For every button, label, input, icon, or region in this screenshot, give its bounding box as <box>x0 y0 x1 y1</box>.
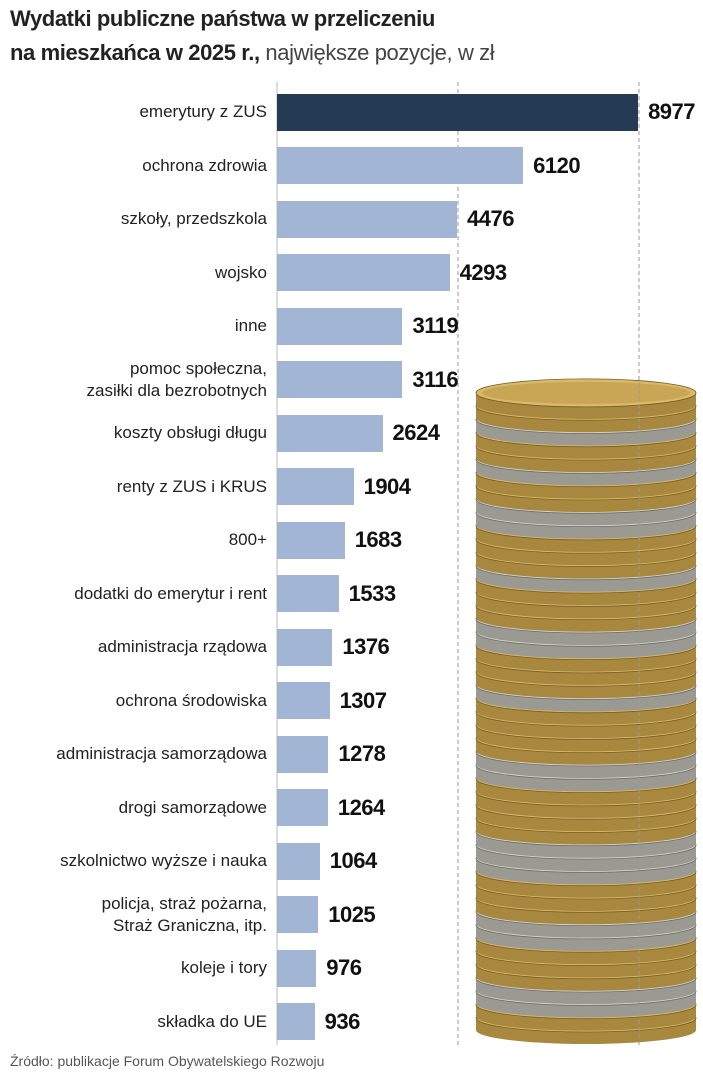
bar <box>277 200 458 238</box>
category-label: szkoły, przedszkola <box>120 209 267 228</box>
value-label: 4293 <box>459 259 507 285</box>
bar <box>277 93 639 131</box>
value-label: 1064 <box>329 848 377 873</box>
category-label: renty z ZUS i KRUS <box>116 476 267 496</box>
bar <box>277 1003 315 1040</box>
chart-subtitle: największe pozycje, w zł <box>265 40 495 65</box>
bar <box>277 949 317 987</box>
bar <box>277 468 354 505</box>
bar <box>277 254 450 291</box>
category-label: administracja rządowa <box>97 637 267 656</box>
chart-title: na mieszkańca w 2025 r., <box>10 40 260 65</box>
value-label: 1307 <box>339 687 387 713</box>
value-label: 1683 <box>354 527 402 552</box>
value-label: 1904 <box>363 473 411 499</box>
chart-title: Wydatki publiczne państwa w przeliczeniu <box>10 6 435 31</box>
source-note: Źródło: publikacje Forum Obywatelskiego … <box>10 1053 325 1069</box>
bar <box>277 789 328 826</box>
bar <box>277 575 339 612</box>
bar <box>277 147 524 184</box>
value-label: 2624 <box>392 420 440 445</box>
coin-top <box>482 381 690 404</box>
value-label: 1376 <box>342 634 390 659</box>
category-label: koleje i tory <box>181 958 267 977</box>
category-label: inne <box>234 316 267 335</box>
category-label: emerytury z ZUS <box>139 102 267 121</box>
bar <box>277 896 319 933</box>
value-label: 1278 <box>338 741 386 766</box>
category-label: 800+ <box>228 530 267 549</box>
value-label: 4476 <box>467 206 514 231</box>
category-label: wojsko <box>215 262 267 282</box>
category-label: ochrona zdrowia <box>142 155 267 175</box>
value-label: 1264 <box>337 794 385 820</box>
bar <box>277 682 330 719</box>
category-label: drogi samorządowe <box>118 797 267 817</box>
category-label: szkolnictwo wyższe i nauka <box>60 851 267 870</box>
bar <box>277 735 329 773</box>
category-label: pomoc społeczna, zasiłki dla bezrobotnyc… <box>86 358 267 400</box>
bar <box>277 307 403 345</box>
bar <box>277 842 320 880</box>
bar <box>277 628 333 666</box>
value-label: 8977 <box>648 99 696 124</box>
category-label: ochrona środowiska <box>115 690 267 710</box>
value-label: 3119 <box>412 313 459 338</box>
value-label: 936 <box>324 1008 361 1034</box>
bar <box>277 414 383 452</box>
bar <box>277 521 345 559</box>
value-label: 1025 <box>328 901 376 927</box>
value-label: 1533 <box>348 580 396 606</box>
value-label: 6120 <box>533 152 581 178</box>
category-label: policja, straż pożarna, Straż Graniczna,… <box>101 893 267 935</box>
value-label: 976 <box>326 955 362 980</box>
chart-title-line: na mieszkańca w 2025 r., największe pozy… <box>10 40 495 66</box>
category-label: składka do UE <box>157 1011 267 1031</box>
category-label: koszty obsługi długu <box>113 423 267 442</box>
value-label: 3116 <box>412 366 459 392</box>
category-label: dodatki do emerytur i rent <box>74 583 267 603</box>
bar <box>277 361 403 398</box>
category-label: administracja samorządowa <box>56 744 267 763</box>
